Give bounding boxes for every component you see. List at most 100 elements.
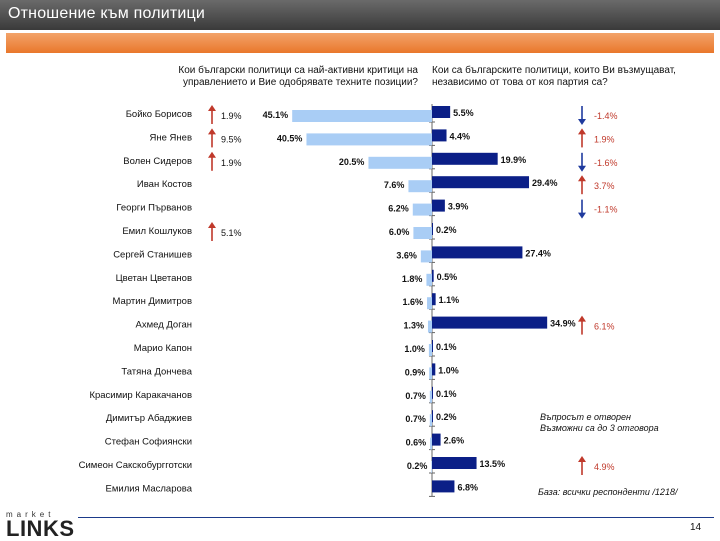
category-label: Ахмед Доган [136, 320, 193, 331]
outrage-change-arrow-head [578, 212, 586, 219]
outrage-change-arrow-head [578, 315, 586, 322]
approve-value-label: 1.0% [404, 344, 425, 354]
note-open-question: Въпросът е отворен Възможни са до 3 отго… [540, 412, 659, 434]
outrage-value-label: 0.5% [437, 272, 458, 282]
approve-bar [427, 320, 432, 333]
outrage-value-label: 27.4% [525, 248, 551, 258]
outrage-change-arrow-head [578, 128, 586, 135]
category-label: Емил Кошлуков [122, 226, 192, 237]
title-bar: Отношение към политици [0, 0, 720, 30]
outrage-value-label: 34.9% [550, 319, 576, 329]
outrage-bar [432, 129, 447, 142]
footer-divider [78, 517, 714, 518]
approve-value-label: 6.2% [388, 204, 409, 214]
outrage-change-label: -1.6% [594, 158, 618, 168]
category-label: Цветан Цветанов [116, 273, 192, 284]
note-base: База: всички респонденти /1218/ [538, 487, 678, 497]
outrage-change-arrow-head [578, 456, 586, 462]
approve-change-arrow-head [208, 105, 216, 111]
approve-bar [368, 156, 432, 169]
outrage-bar [432, 386, 433, 399]
category-label: Волен Сидеров [123, 156, 192, 167]
outrage-bar [432, 340, 433, 352]
approve-change-arrow-head [208, 151, 216, 158]
category-label: Красимир Каракачанов [89, 390, 192, 401]
outrage-value-label: 0.1% [436, 342, 457, 352]
approve-value-label: 0.6% [406, 438, 427, 448]
category-label: Емилия Масларова [106, 483, 193, 494]
approve-value-label: 1.6% [403, 297, 424, 307]
outrage-bar [432, 293, 436, 306]
outrage-change-arrow-head [578, 165, 586, 172]
approve-bar [306, 133, 432, 146]
approve-value-label: 3.6% [396, 250, 417, 260]
category-label: Стефан Софиянски [105, 437, 192, 448]
approve-bar [426, 273, 432, 286]
logo: market LINKS [6, 510, 75, 540]
outrage-bar [432, 433, 441, 446]
approve-change-label: 5.1% [221, 228, 242, 238]
approve-value-label: 0.7% [405, 391, 426, 401]
approve-change-label: 1.9% [221, 111, 242, 121]
outrage-value-label: 1.1% [439, 295, 460, 305]
approve-bar [431, 461, 432, 473]
outrage-change-label: -1.4% [594, 111, 618, 121]
category-label: Марио Капон [134, 343, 192, 354]
outrage-bar [432, 269, 434, 282]
outrage-change-label: 1.9% [594, 134, 615, 144]
outrage-value-label: 3.9% [448, 202, 469, 212]
category-label: Иван Костов [137, 179, 192, 190]
question-right: Кои са българските политици, които Ви въ… [432, 65, 676, 88]
approve-value-label: 40.5% [277, 133, 303, 143]
approve-value-label: 1.8% [402, 274, 423, 284]
outrage-change-label: -1.1% [594, 205, 618, 215]
approve-value-label: 1.3% [403, 321, 424, 331]
category-label: Симеон Сакскобургготски [79, 460, 192, 471]
outrage-value-label: 4.4% [450, 131, 471, 141]
question-left: Кои български политици са най-активни кр… [178, 65, 418, 88]
outrage-value-label: 0.2% [436, 225, 457, 235]
outrage-bar [432, 152, 498, 165]
category-label: Татяна Дончева [121, 366, 192, 377]
outrage-change-arrow-head [578, 119, 586, 125]
approve-value-label: 45.1% [263, 110, 289, 120]
outrage-bar [432, 410, 433, 423]
outrage-value-label: 0.1% [436, 389, 457, 399]
approve-value-label: 0.7% [405, 414, 426, 424]
outrage-bar [432, 223, 433, 235]
approve-bar [429, 414, 432, 427]
outrage-change-arrow-head [578, 175, 586, 182]
approve-bar [413, 227, 432, 239]
note-open-question-line2: Възможни са до 3 отговора [540, 423, 659, 433]
outrage-change-label: 4.9% [594, 462, 615, 472]
outrage-bar [432, 457, 477, 469]
outrage-bar [432, 176, 530, 189]
category-label: Мартин Димитров [113, 296, 192, 307]
outrage-value-label: 0.2% [436, 412, 457, 422]
page-title: Отношение към политици [8, 5, 206, 22]
category-label: Сергей Станишев [113, 249, 192, 260]
approve-bar [429, 367, 432, 380]
category-label: Бойко Борисов [126, 109, 192, 120]
outrage-value-label: 2.6% [444, 436, 465, 446]
approve-value-label: 6.0% [389, 227, 410, 237]
approve-bar [292, 110, 432, 122]
category-label: Димитър Абаджиев [106, 413, 192, 424]
approve-value-label: 7.6% [384, 180, 405, 190]
note-open-question-line1: Въпросът е отворен [540, 412, 631, 422]
outrage-bar [432, 363, 436, 376]
logo-top-text: market [6, 510, 55, 519]
approve-bar [427, 297, 432, 310]
approve-change-label: 1.9% [221, 158, 242, 168]
approve-change-arrow-head [208, 222, 216, 228]
outrage-bar [432, 106, 451, 118]
category-label: Яне Янев [150, 132, 192, 143]
outrage-bar [432, 199, 445, 212]
page-number: 14 [690, 522, 702, 533]
outrage-value-label: 6.8% [457, 482, 478, 492]
outrage-bar [432, 316, 548, 329]
approve-change-label: 9.5% [221, 134, 242, 144]
category-label: Георги Първанов [116, 203, 192, 214]
approve-value-label: 0.2% [407, 461, 428, 471]
approve-value-label: 0.9% [405, 367, 426, 377]
